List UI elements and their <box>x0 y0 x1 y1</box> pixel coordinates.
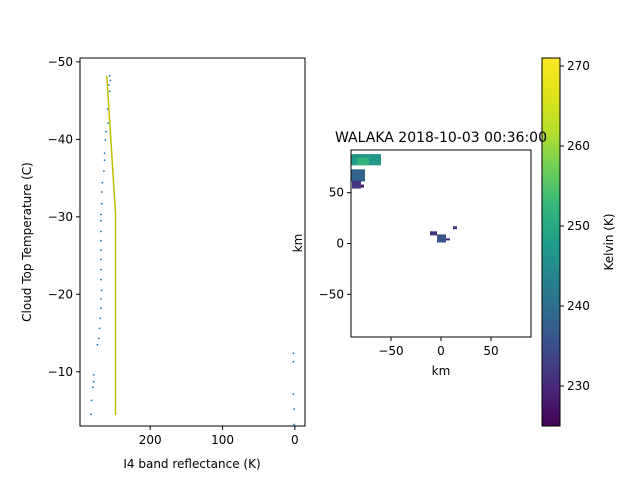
scatter-point-21 <box>100 268 102 271</box>
heatmap-northwest-cloud-core <box>357 158 369 166</box>
profile-y-tick-label-4: −10 <box>48 365 73 379</box>
heatmap-y-tick-label-2: −50 <box>319 287 344 301</box>
profile-y-tick-label-3: −20 <box>48 287 73 301</box>
scatter-point-12 <box>101 181 104 184</box>
scatter-point-15 <box>100 213 102 216</box>
profile-y-label: Cloud Top Temperature (C) <box>20 162 34 322</box>
scatter-point-27 <box>98 327 101 330</box>
heatmap-x-label: km <box>432 364 451 378</box>
heatmap-y-tick-label-0: 50 <box>329 186 344 200</box>
heatmap-northwest-cloud-edge <box>351 169 365 182</box>
scatter-point-33 <box>90 399 93 402</box>
colorbar-tick-label-0: 230 <box>567 379 590 393</box>
scatter-point-3 <box>108 90 111 93</box>
scatter-point-39 <box>293 423 295 426</box>
profile-y-tick-label-2: −30 <box>48 210 73 224</box>
colorbar-tick-label-2: 250 <box>567 219 590 233</box>
heatmap-x-tick-label-2: 50 <box>483 344 498 358</box>
scatter-point-24 <box>100 298 102 300</box>
heatmap-center-cloud-main <box>437 234 446 243</box>
heatmap-northwest-cloud-speck <box>361 184 364 188</box>
profile-x-tick-label-2: 0 <box>291 433 299 447</box>
scatter-point-18 <box>100 239 102 242</box>
scatter-point-30 <box>92 374 95 376</box>
heatmap-y-tick-label-1: 0 <box>336 237 344 251</box>
scatter-point-17 <box>100 230 102 233</box>
profile-marks <box>90 74 295 426</box>
profile-plot-frame <box>79 57 306 427</box>
colorbar-ticks: 230 240 250 260 270 <box>560 59 590 393</box>
heatmap-y-label: km <box>291 234 305 253</box>
scatter-point-25 <box>100 307 102 310</box>
profile-chart: 200 100 0 −50 −40 −30 −20 −10 I4 band reflectan… <box>20 55 306 471</box>
colorbar: 230 240 250 260 270 Kelvin (K) <box>541 57 616 427</box>
profile-x-label: I4 band reflectance (K) <box>123 457 260 471</box>
scatter-point-7 <box>105 130 107 133</box>
profile-y-tick-label-1: −40 <box>48 132 73 146</box>
heatmap-background <box>351 150 531 337</box>
heatmap-patches <box>351 154 457 243</box>
scatter-point-20 <box>100 258 102 261</box>
scatter-point-0 <box>108 74 111 77</box>
scatter-point-10 <box>103 159 106 162</box>
scatter-point-16 <box>100 219 102 222</box>
heatmap-title: WALAKA 2018-10-03 00:36:00 <box>335 130 547 146</box>
colorbar-gradient <box>542 58 560 426</box>
scatter-point-29 <box>96 343 99 346</box>
scatter-point-36 <box>292 360 295 363</box>
scatter-point-37 <box>292 393 295 396</box>
scatter-point-9 <box>103 152 106 155</box>
scatter-point-19 <box>100 249 102 252</box>
profile-x-tick-label-0: 200 <box>139 433 162 447</box>
scatter-point-38 <box>293 408 295 410</box>
heatmap-center-cloud-left <box>430 231 437 236</box>
scatter-point-35 <box>292 352 295 355</box>
heatmap-northwest-cloud-fringe <box>352 180 361 189</box>
scatter-point-32 <box>92 386 94 389</box>
heatmap-ticks: −50 0 50 50 0 −50 <box>319 186 499 358</box>
scatter-point-2 <box>108 84 110 86</box>
scatter-point-22 <box>100 278 102 281</box>
colorbar-label: Kelvin (K) <box>602 213 616 270</box>
profile-x-tick-label-1: 100 <box>211 433 234 447</box>
scatter-point-13 <box>100 191 103 193</box>
scatter-point-11 <box>103 170 105 173</box>
colorbar-tick-label-1: 240 <box>567 299 590 313</box>
scatter-point-28 <box>97 337 100 340</box>
scatter-point-23 <box>100 289 103 292</box>
scatter-point-5 <box>106 108 109 110</box>
scatter-point-14 <box>100 202 103 205</box>
colorbar-tick-label-3: 260 <box>567 139 590 153</box>
heatmap-x-tick-label-0: −50 <box>378 344 403 358</box>
scatter-point-8 <box>104 139 107 142</box>
colorbar-frame <box>541 57 561 427</box>
scatter-point-6 <box>107 122 110 124</box>
heatmap-x-tick-label-1: 0 <box>437 344 445 358</box>
scatter-point-1 <box>109 79 112 82</box>
scatter-point-34 <box>90 413 92 416</box>
scatter-point-26 <box>99 317 102 320</box>
profile-line <box>106 75 117 416</box>
profile-y-tick-label-0: −50 <box>48 55 73 69</box>
heatmap-center-cloud-tail <box>446 238 450 241</box>
profile-ticks: 200 100 0 −50 −40 −30 −20 −10 <box>48 55 299 447</box>
colorbar-tick-label-4: 270 <box>567 59 590 73</box>
heatmap-chart: −50 0 50 50 0 −50 km km <box>291 149 532 378</box>
heatmap-center-cloud-fragment <box>453 226 457 230</box>
scatter-point-31 <box>92 380 95 383</box>
